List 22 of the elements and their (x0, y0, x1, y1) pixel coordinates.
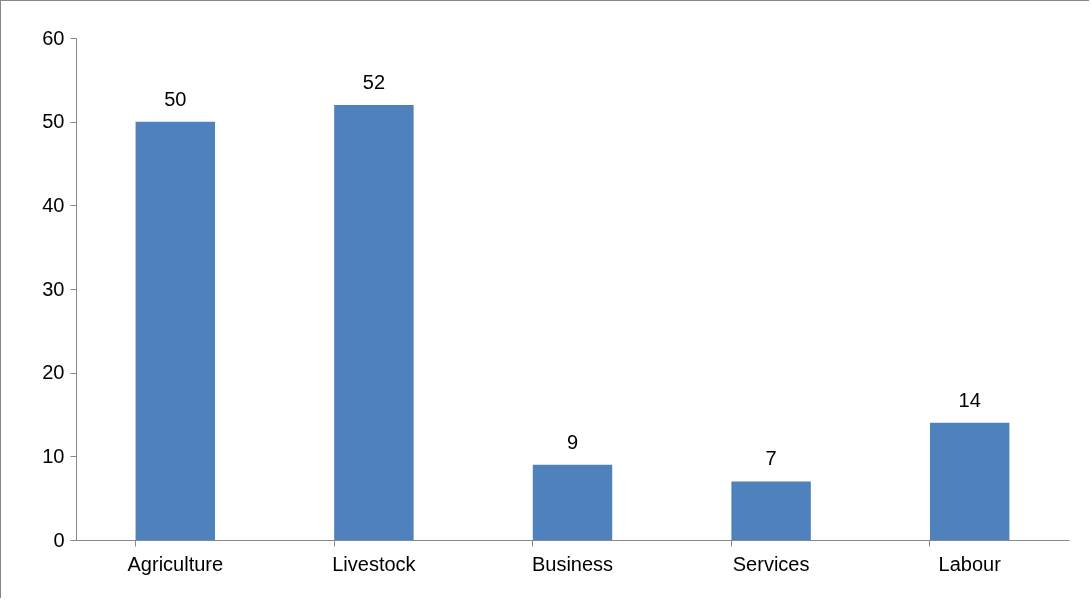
y-tick-label: 60 (42, 26, 65, 49)
x-tick-label: Labour (938, 552, 1002, 575)
data-label: 52 (362, 70, 386, 93)
x-tick-label: Agriculture (127, 552, 224, 575)
bar (334, 104, 414, 540)
bar (135, 121, 216, 540)
bar (929, 422, 1010, 540)
y-tick-label: 30 (42, 277, 65, 300)
y-tick-label: 10 (42, 444, 65, 467)
data-label: 9 (566, 430, 579, 453)
y-tick-label: 0 (53, 528, 65, 551)
data-label: 7 (765, 447, 777, 470)
bar (532, 464, 613, 540)
x-tick-label: Livestock (332, 552, 417, 575)
bar (731, 481, 811, 540)
data-label: 14 (958, 388, 981, 411)
x-tick-label: Business (531, 552, 614, 575)
y-tick-label: 20 (42, 361, 65, 384)
data-label: 50 (164, 87, 187, 110)
y-tick-label: 40 (42, 193, 65, 216)
y-tick-label: 50 (42, 110, 65, 133)
x-tick-label: Services (732, 552, 810, 575)
